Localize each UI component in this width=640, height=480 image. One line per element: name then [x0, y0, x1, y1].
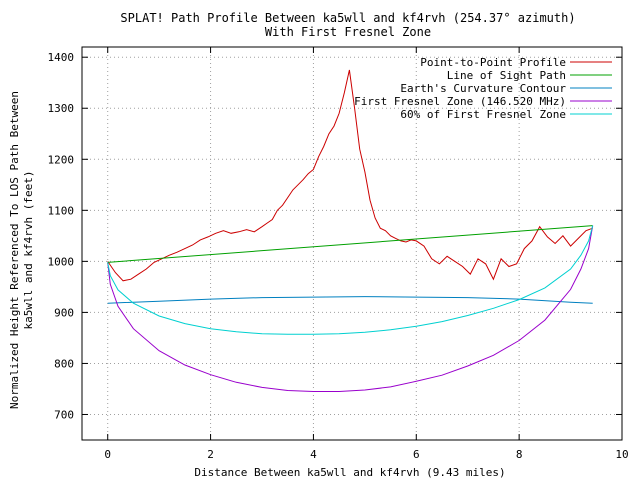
series-line-first-fresnel-zone-146-520-mhz	[107, 225, 594, 392]
series-line-60-of-first-fresnel-zone	[107, 225, 594, 335]
plot-frame	[81, 46, 623, 441]
y-tick-label: 1400	[48, 51, 75, 64]
y-tick-label: 1200	[48, 153, 75, 166]
legend-label: Line of Sight Path	[447, 69, 566, 82]
x-tick-label: 0	[104, 448, 111, 461]
legend-label: First Fresnel Zone (146.520 MHz)	[354, 95, 566, 108]
x-tick-label: 10	[615, 448, 628, 461]
y-axis-label-group: Normalized Height Referenced To LOS Path…	[8, 91, 35, 409]
chart-subtitle: With First Fresnel Zone	[265, 25, 431, 39]
series-line-earth-s-curvature-contour	[107, 296, 593, 304]
series-line-point-to-point-profile	[107, 69, 593, 282]
y-axis-label-line-2: ka5wll and kf4rvh (feet)	[22, 171, 35, 330]
x-tick-label: 6	[413, 448, 420, 461]
axis-ticks: 0 2 4 6 8 10 700 800 900 1000 1100 1200 1300 1400	[48, 47, 629, 461]
y-tick-label: 1100	[48, 204, 75, 217]
legend-label: Earth's Curvature Contour	[400, 82, 566, 95]
y-tick-label: 800	[54, 357, 74, 370]
series-lines	[107, 69, 594, 392]
y-axis-label-line-1: Normalized Height Referenced To LOS Path…	[8, 91, 21, 409]
legend-label: 60% of First Fresnel Zone	[400, 108, 566, 121]
y-tick-label: 1000	[48, 255, 75, 268]
x-tick-label: 8	[516, 448, 523, 461]
y-tick-label: 1300	[48, 102, 75, 115]
y-tick-label: 700	[54, 408, 74, 421]
chart-title: SPLAT! Path Profile Between ka5wll and k…	[120, 11, 575, 25]
series-line-line-of-sight-path	[107, 225, 593, 263]
grid-lines	[82, 47, 622, 440]
x-tick-label: 2	[207, 448, 214, 461]
legend-label: Point-to-Point Profile	[420, 56, 566, 69]
x-tick-label: 4	[310, 448, 317, 461]
y-tick-label: 900	[54, 306, 74, 319]
x-axis-label: Distance Between ka5wll and kf4rvh (9.43…	[194, 466, 505, 479]
